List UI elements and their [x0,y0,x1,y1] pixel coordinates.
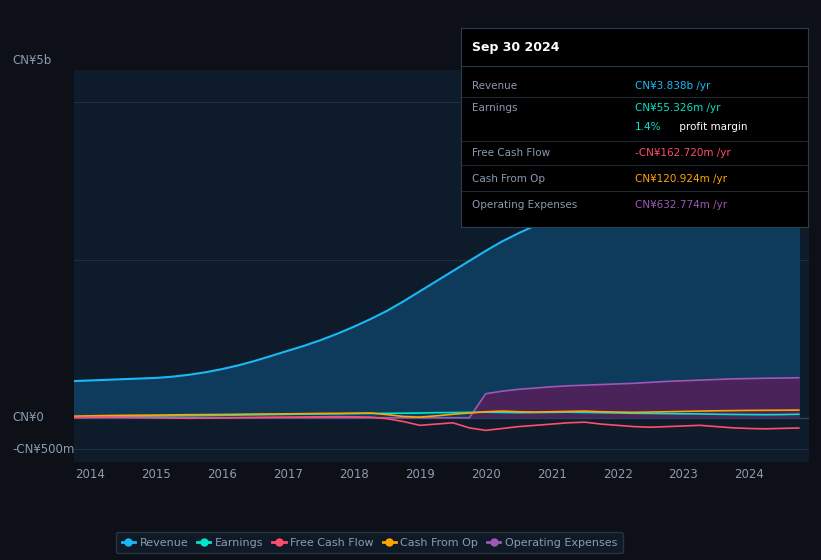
Text: CN¥632.774m /yr: CN¥632.774m /yr [635,200,727,210]
Text: Revenue: Revenue [472,81,517,91]
Text: profit margin: profit margin [677,123,748,132]
Text: CN¥55.326m /yr: CN¥55.326m /yr [635,102,720,113]
Text: Earnings: Earnings [472,102,517,113]
Text: Free Cash Flow: Free Cash Flow [472,148,550,158]
Text: -CN¥162.720m /yr: -CN¥162.720m /yr [635,148,731,158]
Text: -CN¥500m: -CN¥500m [12,443,75,456]
Text: CN¥3.838b /yr: CN¥3.838b /yr [635,81,710,91]
Text: CN¥0: CN¥0 [12,411,44,424]
Text: CN¥5b: CN¥5b [12,54,52,67]
Text: 1.4%: 1.4% [635,123,661,132]
Legend: Revenue, Earnings, Free Cash Flow, Cash From Op, Operating Expenses: Revenue, Earnings, Free Cash Flow, Cash … [116,532,623,553]
Text: Cash From Op: Cash From Op [472,174,545,184]
Text: CN¥120.924m /yr: CN¥120.924m /yr [635,174,727,184]
Text: Operating Expenses: Operating Expenses [472,200,577,210]
Text: Sep 30 2024: Sep 30 2024 [472,41,559,54]
